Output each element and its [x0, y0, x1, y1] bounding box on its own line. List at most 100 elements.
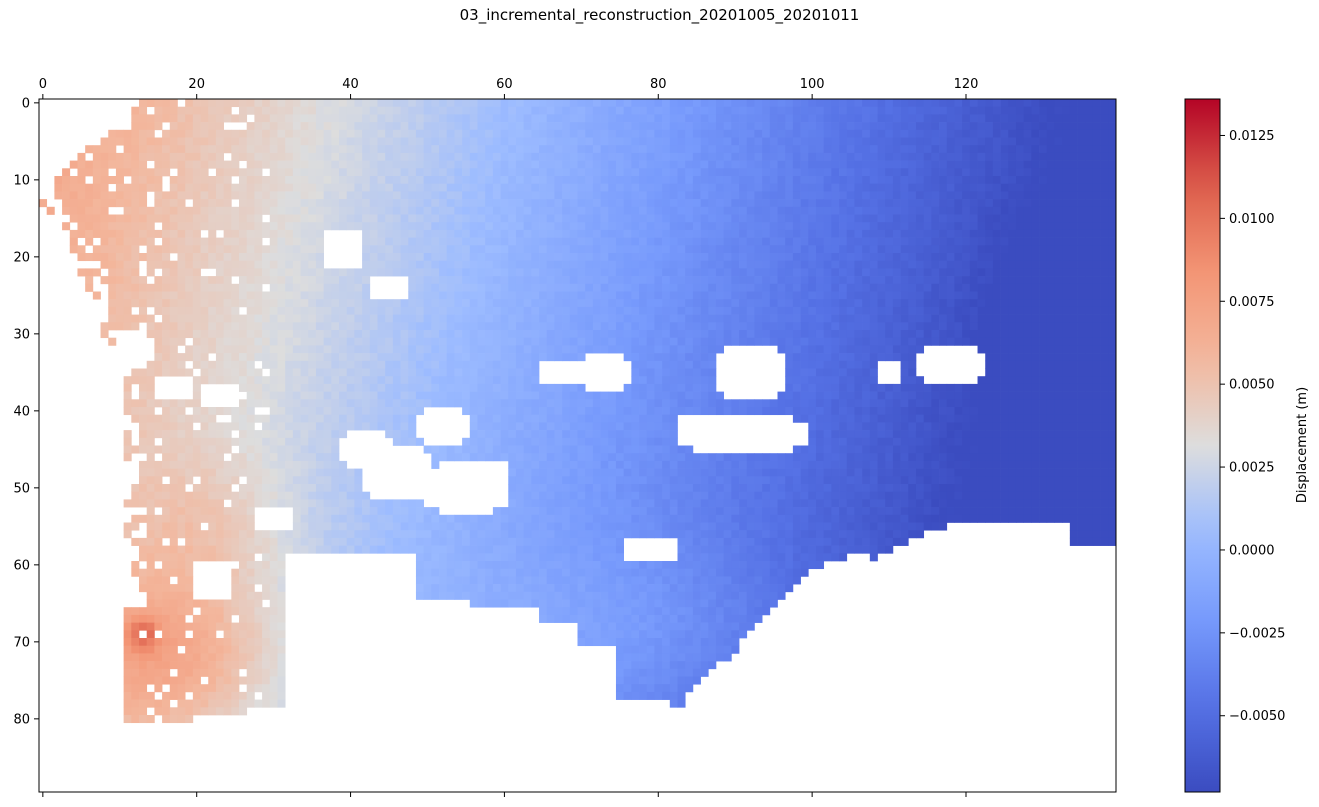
- heatmap-cell: [692, 229, 701, 238]
- heatmap-cell: [639, 191, 648, 200]
- heatmap-cell: [739, 337, 748, 346]
- heatmap-cell: [562, 299, 571, 308]
- heatmap-cell: [1031, 383, 1040, 392]
- heatmap-cell: [839, 145, 848, 154]
- heatmap-cell: [400, 345, 409, 354]
- heatmap-cell: [123, 152, 132, 161]
- heatmap-cell: [854, 129, 863, 138]
- heatmap-cell: [754, 199, 763, 208]
- heatmap-cell: [485, 376, 494, 385]
- heatmap-cell: [869, 214, 878, 223]
- heatmap-cell: [408, 222, 417, 231]
- heatmap-cell: [308, 106, 317, 115]
- heatmap-cell: [777, 330, 786, 339]
- heatmap-cell: [808, 345, 817, 354]
- heatmap-cell: [900, 353, 909, 362]
- heatmap-cell: [369, 383, 378, 392]
- heatmap-cell: [208, 114, 217, 123]
- heatmap-cell: [215, 376, 224, 385]
- heatmap-cell: [954, 152, 963, 161]
- heatmap-cell: [423, 199, 432, 208]
- heatmap-cell: [408, 383, 417, 392]
- heatmap-cell: [254, 214, 263, 223]
- heatmap-cell: [454, 137, 463, 146]
- heatmap-cell: [377, 268, 386, 277]
- heatmap-cell: [362, 399, 371, 408]
- heatmap-cell: [808, 268, 817, 277]
- heatmap-cell: [315, 137, 324, 146]
- heatmap-cell: [862, 229, 871, 238]
- heatmap-cell: [539, 276, 548, 285]
- heatmap-cell: [262, 391, 271, 400]
- heatmap-cell: [877, 114, 886, 123]
- heatmap-cell: [308, 191, 317, 200]
- heatmap-cell: [1062, 183, 1071, 192]
- heatmap-cell: [146, 399, 155, 408]
- heatmap-cell: [731, 314, 740, 323]
- heatmap-cell: [931, 268, 940, 277]
- heatmap-cell: [839, 268, 848, 277]
- heatmap-cell: [592, 129, 601, 138]
- heatmap-cell: [700, 145, 709, 154]
- heatmap-cell: [185, 353, 194, 362]
- heatmap-cell: [854, 260, 863, 269]
- heatmap-cell: [839, 337, 848, 346]
- heatmap-cell: [308, 245, 317, 254]
- heatmap-cell: [562, 345, 571, 354]
- heatmap-cell: [239, 245, 248, 254]
- heatmap-cell: [762, 176, 771, 185]
- heatmap-cell: [831, 245, 840, 254]
- heatmap-cell: [954, 391, 963, 400]
- heatmap-cell: [562, 222, 571, 231]
- heatmap-cell: [185, 291, 194, 300]
- heatmap-cell: [400, 229, 409, 238]
- heatmap-cell: [623, 183, 632, 192]
- heatmap-cell: [123, 268, 132, 277]
- heatmap-cell: [331, 306, 340, 315]
- heatmap-cell: [639, 245, 648, 254]
- heatmap-cell: [608, 330, 617, 339]
- heatmap-cell: [1069, 129, 1078, 138]
- heatmap-cell: [385, 353, 394, 362]
- heatmap-cell: [615, 314, 624, 323]
- heatmap-cell: [239, 345, 248, 354]
- heatmap-cell: [731, 168, 740, 177]
- heatmap-cell: [662, 322, 671, 331]
- heatmap-cell: [308, 129, 317, 138]
- heatmap-cell: [131, 237, 140, 246]
- heatmap-cell: [631, 199, 640, 208]
- heatmap-cell: [592, 345, 601, 354]
- heatmap-cell: [1023, 152, 1032, 161]
- heatmap-cell: [515, 176, 524, 185]
- heatmap-cell: [1100, 145, 1109, 154]
- heatmap-cell: [292, 383, 301, 392]
- heatmap-cell: [931, 145, 940, 154]
- heatmap-cell: [100, 183, 109, 192]
- heatmap-cell: [846, 206, 855, 215]
- heatmap-cell: [239, 383, 248, 392]
- heatmap-cell: [962, 106, 971, 115]
- heatmap-cell: [623, 383, 632, 392]
- heatmap-cell: [162, 276, 171, 285]
- heatmap-cell: [339, 276, 348, 285]
- heatmap-cell: [1015, 237, 1025, 246]
- heatmap-cell: [431, 376, 440, 385]
- heatmap-cell: [246, 376, 255, 385]
- heatmap-cell: [508, 360, 517, 369]
- heatmap-cell: [669, 376, 678, 385]
- heatmap-cell: [862, 291, 871, 300]
- heatmap-cell: [215, 253, 224, 262]
- heatmap-cell: [392, 399, 401, 408]
- heatmap-cell: [223, 99, 232, 108]
- heatmap-cell: [323, 122, 332, 131]
- heatmap-cell: [831, 199, 840, 208]
- heatmap-cell: [977, 337, 986, 346]
- heatmap-cell: [954, 276, 963, 285]
- heatmap-cell: [546, 145, 555, 154]
- heatmap-cell: [408, 237, 417, 246]
- heatmap-cell: [146, 299, 155, 308]
- heatmap-cell: [1023, 345, 1032, 354]
- heatmap-cell: [900, 376, 909, 385]
- heatmap-cell: [539, 206, 548, 215]
- heatmap-cell: [162, 330, 171, 339]
